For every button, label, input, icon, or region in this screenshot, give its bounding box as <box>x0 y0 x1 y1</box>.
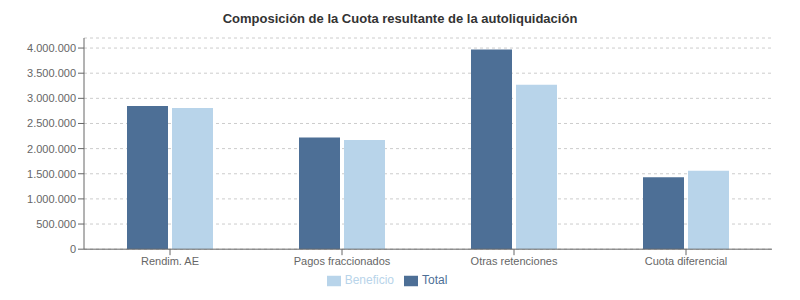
svg-text:Pagos fraccionados: Pagos fraccionados <box>294 255 391 267</box>
svg-text:0: 0 <box>70 243 76 255</box>
svg-text:3.500.000: 3.500.000 <box>27 67 76 79</box>
svg-text:2.500.000: 2.500.000 <box>27 117 76 129</box>
svg-text:2.000.000: 2.000.000 <box>27 143 76 155</box>
svg-text:500.000: 500.000 <box>36 218 76 230</box>
svg-text:3.000.000: 3.000.000 <box>27 92 76 104</box>
svg-text:4.000.000: 4.000.000 <box>27 42 76 54</box>
svg-text:1.000.000: 1.000.000 <box>27 193 76 205</box>
html-text:Beneficio: Beneficio <box>344 273 394 288</box>
svg-text:Otras retenciones: Otras retenciones <box>471 255 558 267</box>
svg-text:Cuota diferencial: Cuota diferencial <box>645 255 728 267</box>
html-text:Composición de la Cuota result: Composición de la Cuota resultante de la… <box>222 11 578 26</box>
svg-text:Rendim. AE: Rendim. AE <box>141 255 199 267</box>
svg-text:1.500.000: 1.500.000 <box>27 168 76 180</box>
html-text:Total: Total <box>422 273 448 288</box>
